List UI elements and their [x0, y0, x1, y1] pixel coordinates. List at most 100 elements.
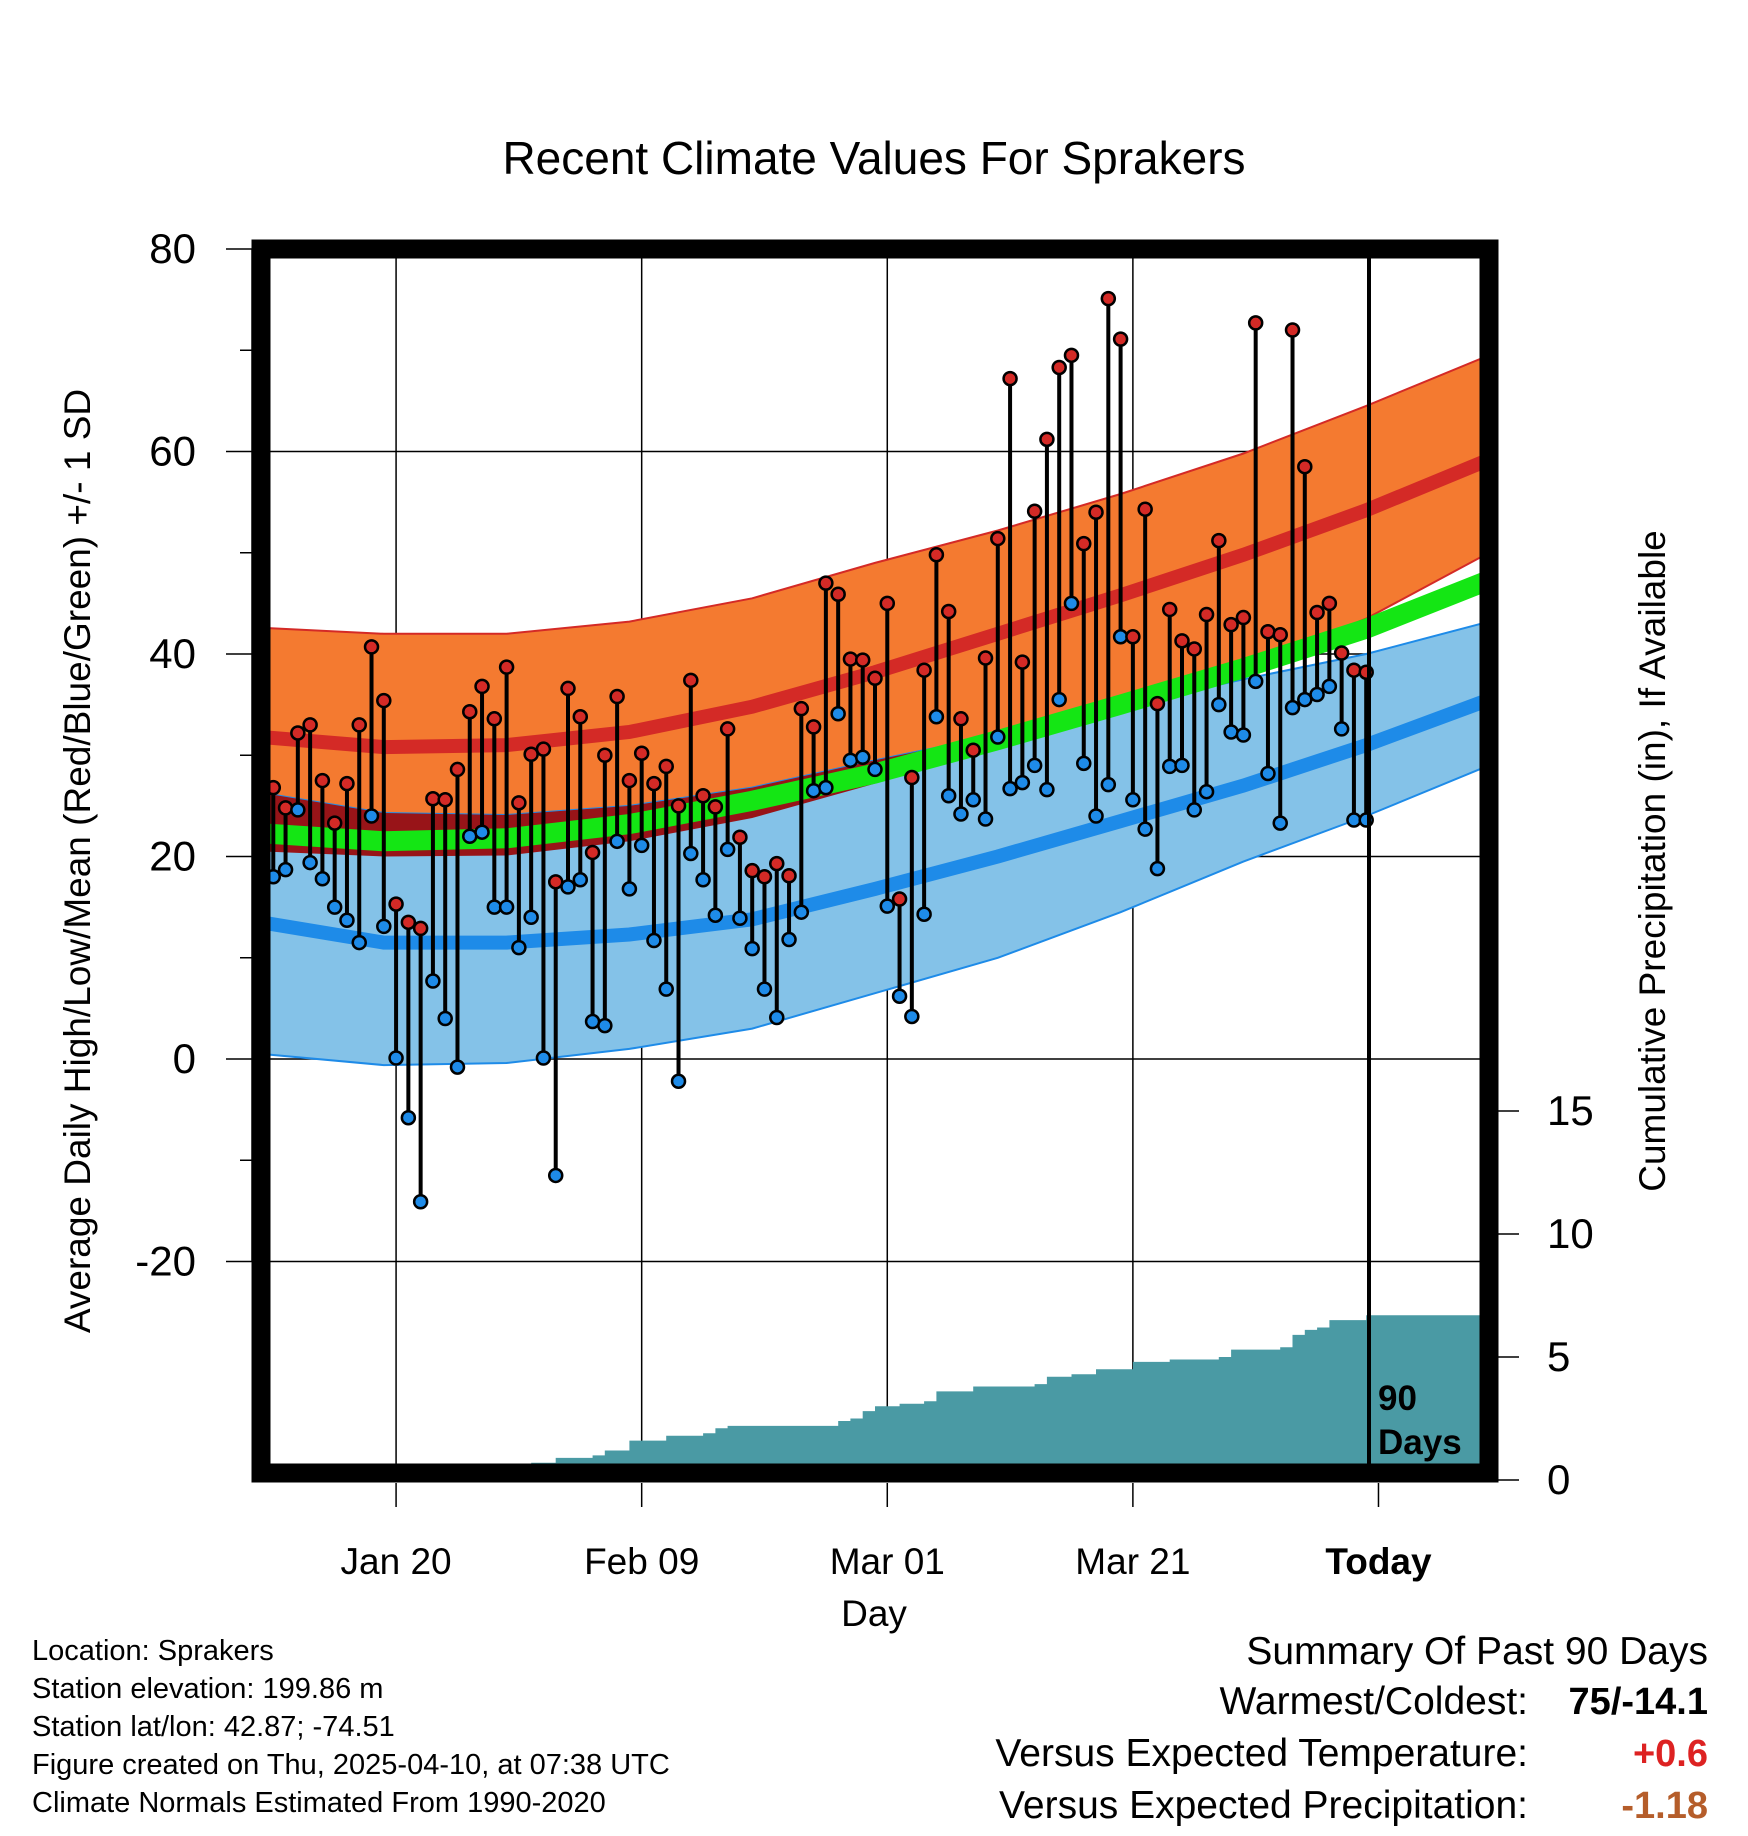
daily-high-point: [670, 798, 687, 814]
y-axis: 80 60 40 20 0 -20: [135, 225, 253, 1285]
x-axis: Jan 20 Feb 09 Mar 01 Mar 21 Today: [341, 1483, 1432, 1582]
daily-low-point: [302, 854, 318, 871]
window-label-days: Days: [1378, 1423, 1462, 1462]
daily-high-point: [462, 703, 478, 720]
precip-anomaly-label: Versus Expected Precipitation:: [999, 1784, 1528, 1827]
daily-high-point: [621, 772, 638, 789]
daily-high-point: [1284, 322, 1301, 338]
daily-low-point: [1174, 757, 1190, 774]
daily-high-point: [707, 799, 724, 815]
daily-low-point: [781, 931, 797, 948]
daily-low-point: [707, 907, 724, 923]
daily-low-point: [1260, 765, 1276, 782]
daily-low-point: [1186, 802, 1203, 818]
daily-low-point: [314, 871, 331, 887]
daily-high-point: [842, 651, 859, 667]
daily-low-point: [805, 782, 822, 799]
daily-high-point: [683, 672, 699, 689]
daily-low-point: [511, 939, 527, 956]
daily-low-point: [695, 872, 711, 888]
daily-high-point: [1223, 616, 1239, 633]
y-tick-label: 20: [149, 833, 196, 880]
daily-low-point: [953, 806, 969, 822]
daily-low-point: [965, 792, 981, 808]
daily-high-point: [498, 659, 515, 675]
daily-high-point: [756, 869, 773, 885]
daily-low-point: [1063, 595, 1080, 612]
daily-bars: [265, 290, 1374, 1210]
daily-low-point: [719, 841, 736, 858]
daily-high-point: [314, 772, 331, 789]
x-tick-label: Today: [1325, 1541, 1432, 1582]
daily-high-point: [1198, 606, 1215, 623]
daily-low-point: [977, 811, 994, 827]
daily-low-point: [1333, 721, 1350, 737]
daily-high-point: [1137, 501, 1153, 517]
daily-high-point: [1014, 654, 1031, 670]
daily-high-point: [965, 742, 981, 758]
daily-high-point: [953, 711, 969, 727]
daily-low-point: [1076, 755, 1092, 772]
daily-low-point: [351, 934, 367, 951]
y2-tick-label: 5: [1547, 1333, 1570, 1380]
daily-low-point: [1161, 758, 1178, 775]
daily-low-point: [535, 1050, 552, 1066]
daily-low-point: [916, 906, 932, 922]
daily-low-point: [523, 909, 539, 925]
info-created: Figure created on Thu, 2025-04-10, at 07…: [32, 1749, 670, 1781]
daily-high-point: [474, 678, 490, 695]
summary-row-precip: Versus Expected Precipitation: -1.18: [995, 1784, 1708, 1836]
daily-high-point: [1247, 315, 1264, 331]
daily-high-point: [769, 855, 785, 872]
x-tick-label: Jan 20: [341, 1541, 452, 1582]
x-tick-label: Mar 01: [830, 1541, 945, 1582]
daily-low-point: [990, 729, 1006, 745]
low-normal-line: [261, 693, 1489, 950]
y-tick-label: 60: [149, 428, 196, 475]
daily-high-point: [854, 652, 871, 668]
daily-low-point: [388, 1050, 404, 1066]
daily-high-point: [1026, 503, 1043, 519]
daily-low-point: [1125, 792, 1141, 808]
daily-low-point: [658, 981, 674, 997]
daily-low-point: [769, 1009, 785, 1026]
y2-axis: 15 10 5 0: [1496, 1087, 1594, 1503]
daily-high-point: [928, 547, 945, 563]
daily-high-point: [290, 725, 306, 741]
daily-high-point: [363, 639, 380, 655]
daily-low-point: [621, 881, 638, 897]
daily-high-point: [277, 800, 294, 816]
daily-low-point: [1198, 783, 1215, 800]
daily-low-point: [1051, 691, 1067, 708]
daily-high-point: [1112, 331, 1129, 347]
daily-low-point: [1211, 696, 1227, 713]
daily-low-point: [818, 779, 834, 796]
precipitation-area: [518, 1315, 1489, 1473]
daily-low-point: [560, 879, 576, 895]
y-tick-label: 40: [149, 630, 196, 677]
daily-high-point: [1235, 609, 1252, 626]
daily-high-point: [633, 745, 650, 761]
daily-high-point: [1260, 623, 1276, 640]
daily-low-point: [572, 872, 589, 888]
daily-low-point: [1321, 678, 1338, 695]
daily-high-point: [597, 747, 613, 763]
precip-anomaly-value: -1.18: [1621, 1785, 1708, 1827]
y-axis-label: Average Daily High/Low/Mean (Red/Blue/Gr…: [57, 389, 98, 1333]
daily-low-point: [1100, 776, 1117, 793]
daily-high-point: [584, 844, 601, 861]
daily-high-point: [719, 721, 736, 737]
daily-low-point: [879, 898, 896, 914]
daily-high-point: [916, 662, 932, 678]
window-label-number: 90: [1378, 1379, 1417, 1418]
daily-low-point: [1309, 686, 1325, 703]
daily-high-point: [1333, 645, 1350, 661]
summary-title: Summary Of Past 90 Days: [1246, 1630, 1708, 1673]
y-tick-label: 0: [173, 1035, 196, 1082]
y-tick-label: -20: [135, 1238, 196, 1285]
daily-low-point: [867, 761, 883, 778]
daily-high-point: [1100, 290, 1117, 307]
chart-title: Recent Climate Values For Sprakers: [502, 132, 1245, 184]
daily-high-point: [940, 603, 957, 620]
daily-high-point: [904, 769, 920, 786]
